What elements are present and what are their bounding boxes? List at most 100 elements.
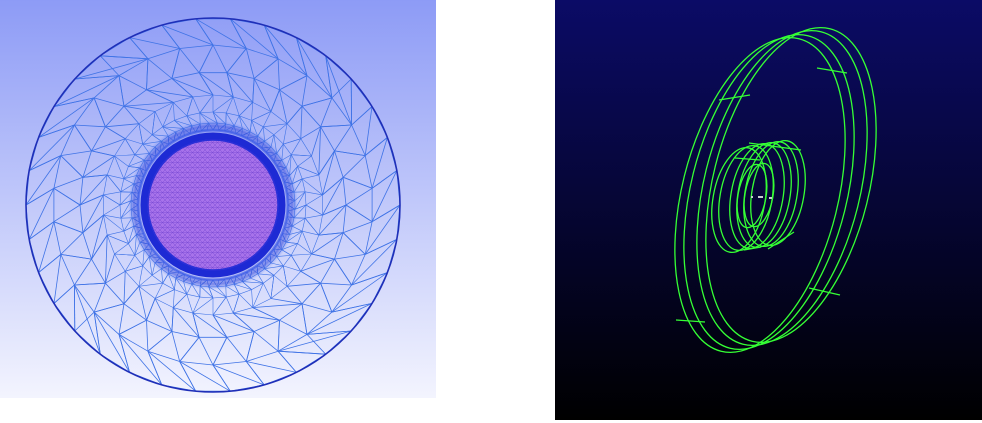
mesh-edge <box>38 221 55 273</box>
mesh-inner-disc <box>148 140 278 270</box>
mesh-edge <box>147 331 173 352</box>
mesh-edge <box>273 265 284 276</box>
mesh-edge <box>351 254 366 286</box>
mesh-edge <box>278 350 326 355</box>
mesh-edge <box>297 231 303 244</box>
mesh-edge <box>371 170 398 189</box>
mesh-edge <box>277 334 308 352</box>
mesh-edge <box>114 138 126 157</box>
mesh-edge <box>263 126 275 135</box>
mesh-edge <box>322 150 335 196</box>
mesh-edge <box>263 24 308 76</box>
mesh-edge <box>103 214 124 232</box>
mesh-edge <box>226 331 255 338</box>
mesh-edge <box>252 102 272 112</box>
mesh-edge <box>192 296 201 314</box>
mesh-edge <box>331 97 352 126</box>
mesh-edge <box>79 177 84 206</box>
mesh-edge <box>162 102 174 127</box>
mesh-edge <box>123 271 126 304</box>
mesh-edge <box>199 296 214 299</box>
mesh-edge <box>53 176 84 189</box>
mesh-edge <box>124 138 136 155</box>
mesh-edge <box>74 124 92 152</box>
mesh-edge <box>60 124 75 156</box>
mesh-edge <box>82 150 92 178</box>
mesh-edge <box>93 312 101 355</box>
mesh-edge <box>212 364 265 386</box>
mesh-edge <box>171 331 181 362</box>
mesh-edge <box>212 44 247 49</box>
mesh-edge <box>270 298 303 305</box>
mesh-edge <box>320 283 333 313</box>
mesh-edge <box>283 265 301 272</box>
mesh-edge <box>123 166 129 179</box>
mesh-edge <box>118 334 130 373</box>
mesh-edge <box>53 221 84 234</box>
mesh-edge <box>297 243 312 255</box>
mesh-edge <box>283 143 292 155</box>
wireframe-canvas[interactable] <box>555 0 982 420</box>
mesh-edge <box>107 174 124 180</box>
mesh-edge <box>106 155 115 176</box>
mesh-edge <box>79 174 108 206</box>
mesh-edge <box>301 105 321 128</box>
mesh-edge <box>251 282 264 290</box>
mesh-edge <box>342 204 347 233</box>
mesh-edge <box>277 58 280 90</box>
mesh-edge <box>82 174 108 178</box>
mesh-edge <box>74 311 95 332</box>
mesh-edge <box>279 89 288 124</box>
mesh-edge <box>171 78 214 96</box>
mesh-edge <box>232 96 240 116</box>
mesh-edge <box>304 191 307 206</box>
mesh-edge <box>146 298 156 321</box>
mesh-edge <box>198 72 214 96</box>
mesh-edge <box>306 330 352 335</box>
mesh-edge <box>371 170 398 222</box>
mesh-edge <box>334 232 344 260</box>
mesh-edge <box>246 350 279 362</box>
mesh-edge <box>212 296 227 316</box>
mesh-edge <box>301 75 308 107</box>
mesh-viewport[interactable] <box>0 0 436 398</box>
mesh-edge <box>91 258 106 284</box>
mesh-edge <box>103 204 121 216</box>
wireframe-viewport[interactable] <box>555 0 982 420</box>
mesh-edge <box>263 275 275 284</box>
mesh-edge <box>74 282 106 286</box>
mesh-edge <box>146 320 149 352</box>
mesh-edge <box>322 176 344 196</box>
mesh-edge <box>192 297 214 314</box>
mesh-edge <box>129 37 149 60</box>
mesh-edge <box>320 97 333 127</box>
mesh-canvas[interactable] <box>0 0 436 398</box>
mesh-edge <box>305 191 323 196</box>
mesh-edge <box>251 102 253 121</box>
mesh-edge <box>246 361 297 373</box>
mesh-edge <box>53 254 62 304</box>
mesh-edge <box>334 254 366 260</box>
wireframe-background <box>555 0 982 420</box>
mesh-edge <box>334 258 352 286</box>
mesh-edge <box>179 337 200 362</box>
mesh-edge <box>179 361 197 392</box>
mesh-edge <box>253 78 272 112</box>
mesh-edge <box>105 105 125 128</box>
mesh-edge <box>125 265 143 272</box>
outer-disc-wireframe <box>674 26 877 354</box>
mesh-edge <box>301 303 308 335</box>
mesh-edge <box>311 234 320 255</box>
mesh-edge <box>147 48 180 60</box>
mesh-edge <box>212 296 227 299</box>
mesh-edge <box>232 312 255 332</box>
mesh-edge <box>82 214 104 234</box>
mesh-edge <box>103 214 121 219</box>
mesh-edge <box>151 126 163 135</box>
mesh-edge <box>192 94 214 98</box>
mesh-edge <box>226 72 255 79</box>
mesh-edge <box>273 134 284 145</box>
mesh-edge <box>311 232 344 255</box>
mesh-edge <box>147 350 196 392</box>
mesh-edge <box>174 115 187 121</box>
